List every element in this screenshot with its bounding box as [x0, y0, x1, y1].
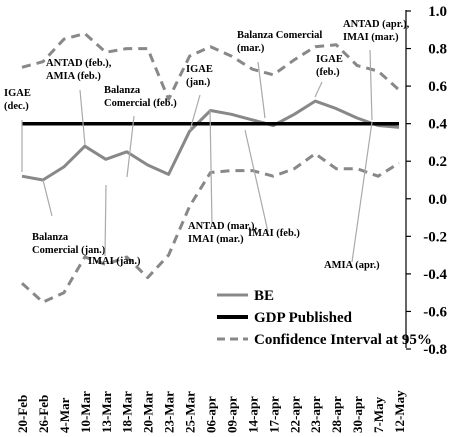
annotation-label-5: IGAE (jan.) [186, 64, 213, 88]
x-tick-label: 25-Mar [183, 391, 198, 433]
x-tick-label: 7-May [371, 396, 386, 433]
annotation-label-1: Balanza Comercial (jan.) [32, 232, 106, 256]
annotation-label-7: Balanza Comercial (mar.) [237, 30, 322, 54]
x-tick-label: 09-apr [224, 396, 239, 433]
x-tick-label: 26-Feb [36, 395, 51, 433]
x-tick-label: 4-Mar [57, 397, 72, 433]
annotation-label-6: ANTAD (mar.), IMAI (mar.) [188, 221, 257, 245]
annotation-leader-1 [42, 179, 53, 217]
x-tick-label: 28-apr [329, 396, 344, 433]
annotation-label-9: IGAE (feb.) [316, 54, 343, 78]
legend-label-2: Confidence Interval at 95% [254, 332, 432, 348]
x-tick-label: 18-Mar [120, 391, 135, 433]
annotation-label-2: ANTAD (feb.), AMIA (feb.) [46, 58, 112, 82]
x-tick-label: 06-apr [204, 396, 219, 433]
y-tick-label: 0.0 [428, 192, 447, 208]
annotation-leader-11 [351, 121, 373, 263]
x-tick-label: 10-Mar [78, 391, 93, 433]
legend-label-1: GDP Published [254, 310, 353, 326]
y-tick-label: -0.8 [423, 342, 447, 358]
y-tick-label: 1.0 [428, 4, 447, 20]
annotation-leader-6 [209, 109, 213, 225]
y-tick-label: -0.4 [423, 267, 447, 283]
x-tick-label: 14-apr [245, 396, 260, 433]
legend: BE GDP Published Confidence Interval at 95… [217, 288, 432, 348]
annotation-leader-2 [79, 89, 86, 146]
y-tick-label: 0.6 [428, 79, 447, 95]
x-tick-label: 22-apr [287, 396, 302, 433]
annotation-label-4: Balanza Comercial (feb.) [104, 85, 177, 109]
annotation-leader-5 [189, 94, 201, 131]
annotation-label-11: AMIA (apr.) [324, 260, 380, 271]
y-tick-label: 0.8 [428, 42, 447, 58]
annotation-leader-7 [257, 61, 266, 119]
y-tick-label: -0.2 [423, 229, 447, 245]
x-tick-label: 23-apr [308, 396, 323, 433]
series-line-2 [21, 32, 401, 101]
x-tick-label: 12-May [392, 390, 407, 433]
x-tick-label: 30-apr [350, 396, 365, 433]
annotation-label-10: ANTAD (apr.), IMAI (mar.) [343, 19, 410, 43]
annotation-label-3: IMAI (jan.) [88, 256, 141, 267]
x-tick-labels: 20-Feb 26-Feb 4-Mar 10-Mar 13-Mar 18-Mar 20-Ma… [15, 390, 407, 433]
annotation-leader-3 [104, 184, 107, 257]
annotation-label-8: IMAI (feb.) [248, 228, 300, 239]
x-tick-label: 20-Feb [15, 395, 30, 433]
x-tick-label: 23-Mar [162, 391, 177, 433]
y-tick-label: -0.6 [423, 304, 447, 320]
x-tick-label: 17-apr [266, 396, 281, 433]
y-tick-label: 0.2 [428, 154, 447, 170]
x-tick-label: 20-Mar [141, 391, 156, 433]
x-tick-label: 13-Mar [99, 391, 114, 433]
annotation-leader-10 [369, 49, 373, 121]
y-tick-label: 0.4 [428, 117, 447, 133]
annotation-leader-8 [244, 129, 269, 233]
y-tick-labels: 1.0 0.8 0.6 0.4 0.2 0.0 -0.2 -0.4 -0.6 -0.8 [406, 4, 448, 358]
annotation-label-0: IGAE (dec.) [4, 88, 31, 112]
annotations-layer: IGAE (dec.) Balanza Comercial (jan.) ANTAD (… [4, 19, 410, 271]
legend-label-0: BE [254, 288, 274, 304]
annotation-leader-4 [126, 115, 135, 178]
annotation-leader-9 [314, 81, 323, 98]
